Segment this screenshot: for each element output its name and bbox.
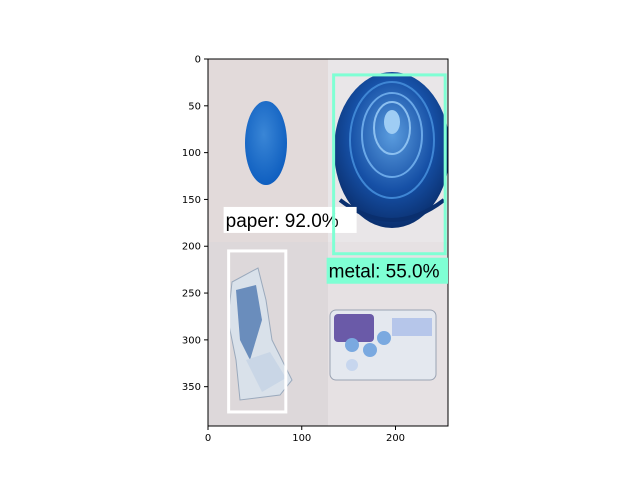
y-tick-label: 250: [182, 289, 201, 300]
detection-box: [227, 249, 288, 414]
detection-label-bg: [326, 257, 448, 284]
y-tick-label: 350: [182, 382, 201, 393]
axes-frame: [207, 58, 449, 427]
y-tick-label: 50: [188, 101, 201, 112]
x-tick-label: 100: [292, 433, 311, 444]
x-tick-label: 0: [205, 433, 211, 444]
x-tick-label: 200: [386, 433, 405, 444]
detection-label: paper: 92.0%: [226, 211, 339, 232]
image-mosaic: [208, 59, 448, 426]
blue-bottle-bottom: [334, 72, 448, 228]
y-tick-label: 100: [182, 148, 201, 159]
y-axis: 0 50 100 150 200 250 300 350: [182, 55, 208, 393]
x-axis: 0 100 200: [205, 426, 405, 444]
y-tick-label: 0: [195, 55, 201, 66]
detection-overlays: paper: 92.0% metal: 55.0%: [223, 73, 448, 414]
detection-box: [332, 73, 447, 256]
y-tick-label: 150: [182, 195, 201, 206]
blister-pack: [329, 309, 437, 381]
detection-label: metal: 55.0%: [329, 262, 440, 283]
blue-cap: [245, 101, 287, 185]
y-tick-label: 200: [182, 242, 201, 253]
y-tick-label: 300: [182, 335, 201, 346]
